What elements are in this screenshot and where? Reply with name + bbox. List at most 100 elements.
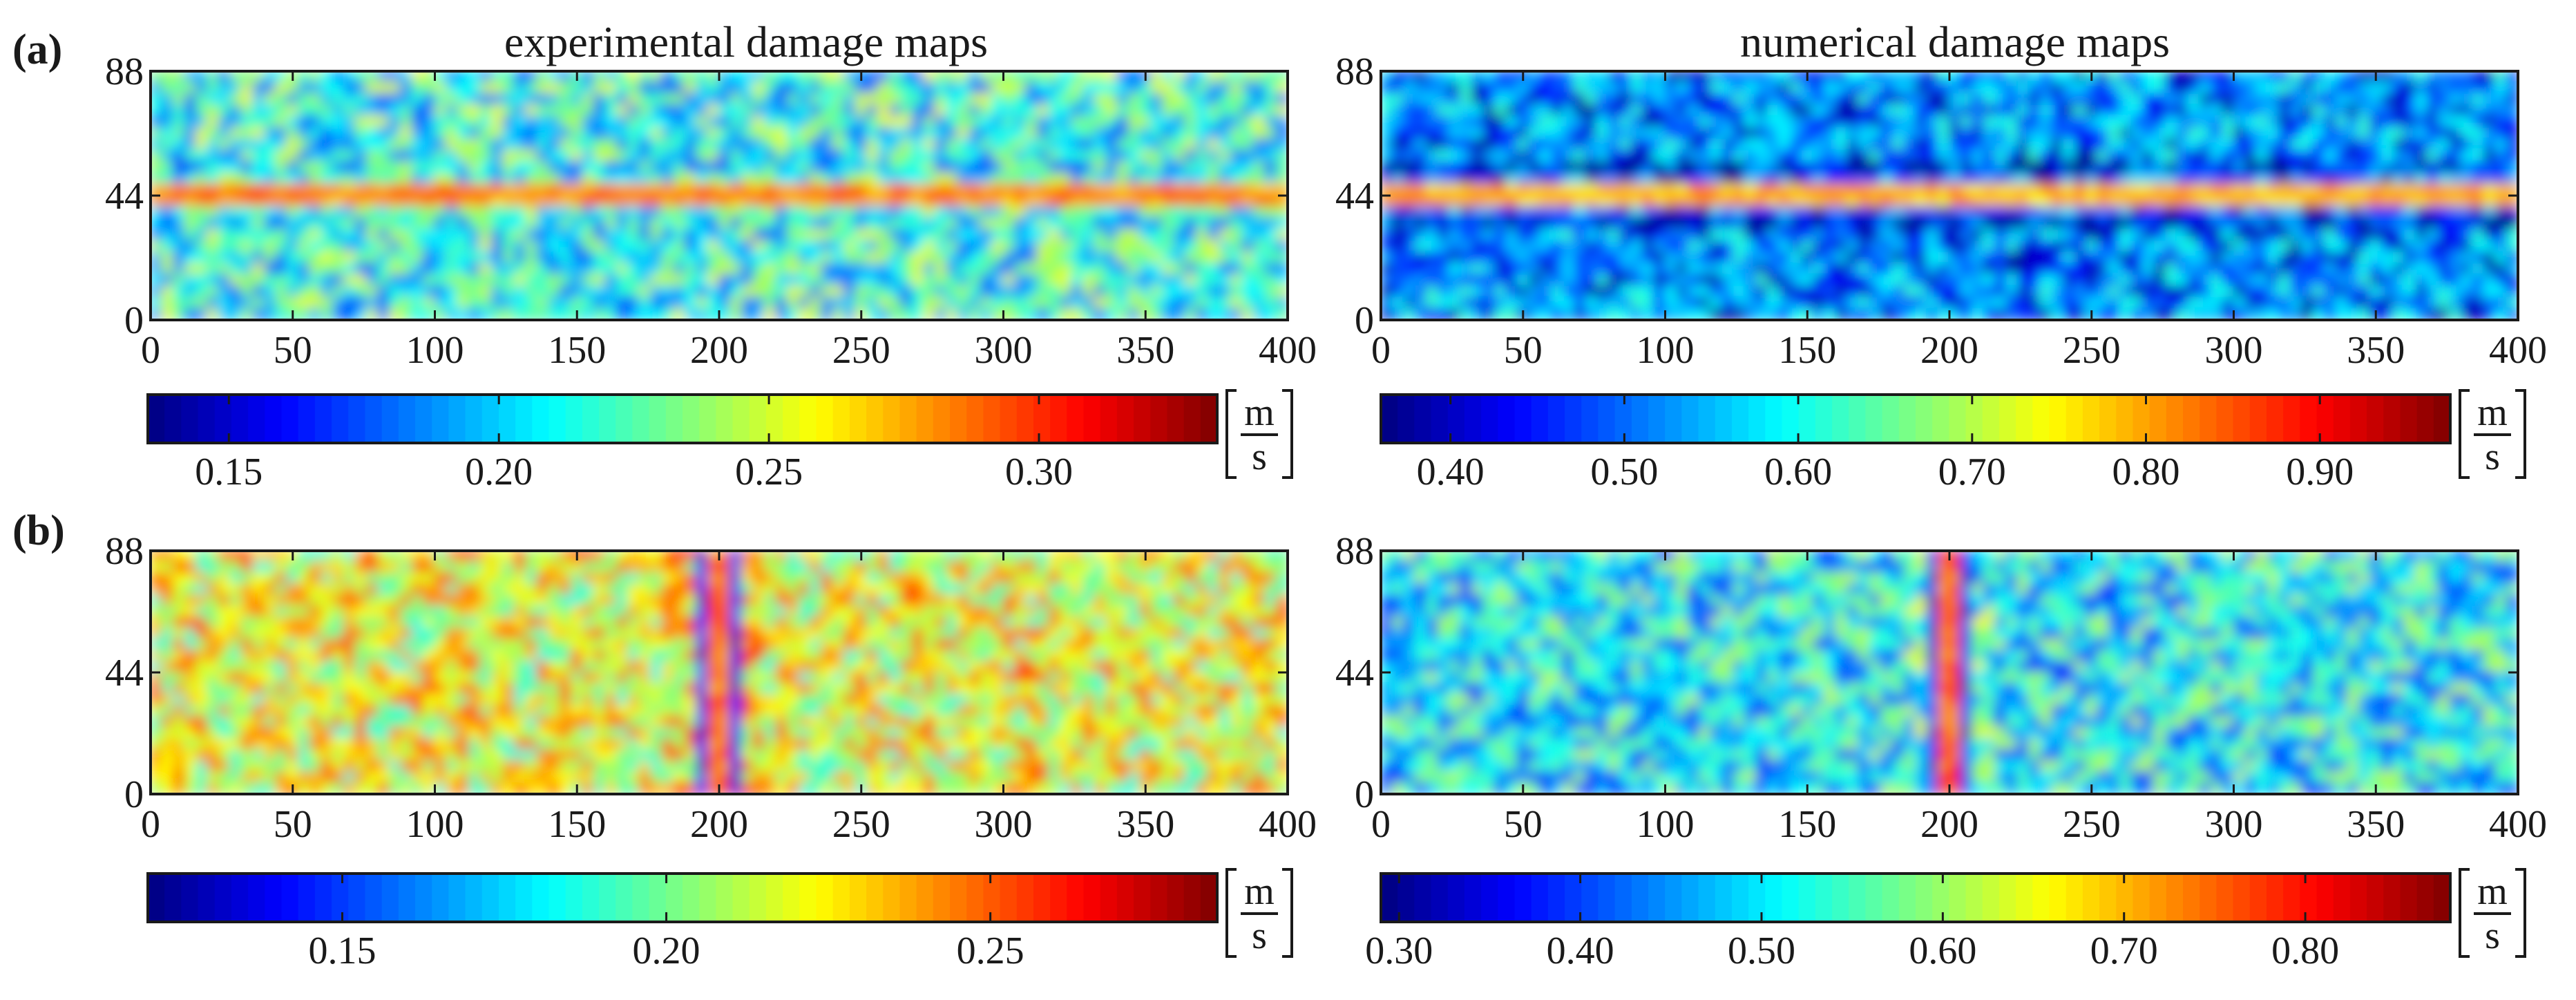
colorbar-swatch bbox=[1397, 874, 1415, 922]
colorbar-tick-label: 0.30 bbox=[1005, 451, 1073, 493]
colorbar-unit: ms bbox=[1225, 868, 1293, 958]
colorbar-swatch bbox=[1598, 395, 1616, 443]
colorbar-swatch bbox=[2333, 874, 2351, 922]
colorbar-swatch bbox=[532, 874, 550, 922]
colorbar-swatch bbox=[2166, 874, 2184, 922]
colorbar-swatch bbox=[1183, 395, 1201, 443]
unit-bracket-right bbox=[2515, 868, 2526, 958]
heatmap-field-a-left bbox=[151, 71, 1288, 320]
colorbar-swatch bbox=[1815, 395, 1833, 443]
colorbar-swatch bbox=[2133, 874, 2150, 922]
colorbar-swatch bbox=[2367, 874, 2384, 922]
colorbar-swatch bbox=[2266, 874, 2284, 922]
colorbar-swatch bbox=[832, 395, 850, 443]
colorbar-tick-label: 0.50 bbox=[1590, 451, 1658, 493]
colorbar-swatch bbox=[432, 395, 449, 443]
colorbar-swatch bbox=[1765, 874, 1783, 922]
colorbar-swatch bbox=[765, 874, 783, 922]
colorbar-swatch bbox=[181, 395, 199, 443]
colorbar-swatch bbox=[1000, 874, 1018, 922]
colorbar-swatch bbox=[1050, 395, 1067, 443]
x-tick-label: 400 bbox=[1259, 329, 1317, 372]
colorbar-swatch bbox=[1116, 874, 1134, 922]
colorbar-swatch bbox=[1648, 874, 1666, 922]
colorbar-swatch bbox=[1200, 395, 1218, 443]
colorbar-swatch bbox=[1865, 874, 1883, 922]
colorbar-swatch bbox=[916, 874, 934, 922]
colorbar-swatch bbox=[381, 395, 399, 443]
x-tick-label: 0 bbox=[1371, 803, 1391, 846]
colorbar-swatch bbox=[2016, 395, 2033, 443]
x-tick-label: 400 bbox=[1259, 803, 1317, 846]
colorbar-swatch bbox=[2216, 874, 2234, 922]
colorbar-swatch bbox=[1083, 395, 1101, 443]
colorbar-swatch bbox=[1397, 395, 1415, 443]
colorbar-swatch bbox=[2065, 874, 2083, 922]
colorbar-swatch bbox=[1916, 874, 1933, 922]
colorbar-swatch bbox=[2233, 395, 2251, 443]
colorbar-swatch bbox=[1798, 395, 1816, 443]
colorbar-swatch bbox=[1167, 874, 1185, 922]
colorbar-swatch bbox=[265, 874, 283, 922]
colorbar-swatch bbox=[883, 395, 901, 443]
colorbar-swatch bbox=[1832, 874, 1849, 922]
colorbar-tick-label: 0.40 bbox=[1547, 930, 1614, 972]
y-tick-label: 88 bbox=[1335, 50, 1374, 93]
colorbar-swatch bbox=[2316, 874, 2334, 922]
y-tick-label: 0 bbox=[1355, 299, 1374, 342]
colorbar-swatch bbox=[548, 874, 566, 922]
colorbar-a-right: 0.40 0.50 0.60 0.70 0.80 0.90 ms bbox=[1380, 389, 2526, 493]
colorbar-tick-label: 0.90 bbox=[2286, 451, 2354, 493]
colorbar-swatch bbox=[314, 395, 332, 443]
colorbar-swatch bbox=[2249, 874, 2267, 922]
x-tick-label: 200 bbox=[1920, 803, 1978, 846]
colorbar-swatch bbox=[783, 395, 800, 443]
colorbar-swatch bbox=[448, 395, 466, 443]
colorbar-swatch bbox=[1050, 874, 1067, 922]
x-tick-label: 250 bbox=[832, 803, 890, 846]
x-tick-label: 250 bbox=[832, 329, 890, 372]
colorbar-swatch bbox=[1882, 874, 1900, 922]
colorbar-swatch bbox=[515, 395, 533, 443]
colorbar-tick-label: 0.70 bbox=[2090, 930, 2158, 972]
heatmap-panel-b-left: 0 50 100 150 200 250 300 350 400 0 44 88 0.15 0.20 0.2… bbox=[105, 530, 1317, 972]
colorbar-swatch bbox=[1067, 395, 1085, 443]
colorbar-swatch bbox=[966, 874, 984, 922]
colorbar-swatch bbox=[565, 395, 583, 443]
colorbar-swatch bbox=[2400, 874, 2418, 922]
colorbar-swatch bbox=[1150, 395, 1168, 443]
colorbar-swatch bbox=[1464, 874, 1482, 922]
colorbar-swatch bbox=[1631, 874, 1649, 922]
colorbar-swatch bbox=[983, 395, 1001, 443]
colorbar-swatch bbox=[950, 395, 967, 443]
unit-denominator: s bbox=[1252, 435, 1267, 478]
colorbar-swatch bbox=[2065, 395, 2083, 443]
colorbar-swatch bbox=[532, 395, 550, 443]
colorbar-swatch bbox=[1782, 874, 1800, 922]
x-tick-label: 50 bbox=[274, 329, 312, 372]
unit-bracket-left bbox=[2459, 389, 2470, 479]
colorbar-swatch bbox=[1916, 395, 1933, 443]
colorbar-swatch bbox=[966, 395, 984, 443]
colorbar-swatch bbox=[515, 874, 533, 922]
colorbar-swatch bbox=[665, 874, 683, 922]
colorbar-swatch bbox=[2300, 395, 2318, 443]
colorbar-swatch bbox=[632, 395, 650, 443]
x-tick-label: 200 bbox=[690, 803, 748, 846]
y-tick-label: 88 bbox=[105, 530, 144, 573]
x-tick-label: 350 bbox=[2347, 803, 2405, 846]
unit-numerator: m bbox=[1244, 870, 1275, 913]
unit-numerator: m bbox=[1244, 391, 1275, 434]
colorbar-swatch bbox=[616, 874, 633, 922]
colorbar-swatch bbox=[883, 874, 901, 922]
y-tick-label: 44 bbox=[105, 652, 144, 695]
colorbar-swatch bbox=[1832, 395, 1849, 443]
colorbar-swatch bbox=[465, 874, 483, 922]
colorbar-swatch bbox=[1531, 395, 1549, 443]
colorbar-swatch bbox=[1715, 395, 1733, 443]
colorbar-swatch bbox=[1731, 395, 1749, 443]
colorbar-swatch bbox=[699, 395, 716, 443]
colorbar-swatch bbox=[381, 874, 399, 922]
colorbar-swatch bbox=[1865, 395, 1883, 443]
colorbar-tick-label: 0.50 bbox=[1728, 930, 1795, 972]
